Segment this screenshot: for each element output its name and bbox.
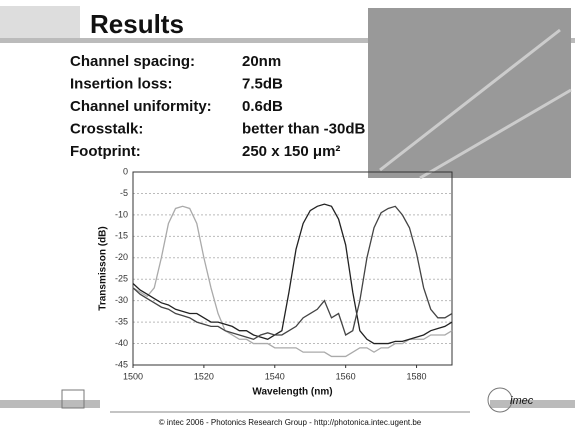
y-tick-label: -40 (115, 338, 128, 348)
y-tick-label: -5 (120, 188, 128, 198)
y-tick-label: -10 (115, 209, 128, 219)
university-logo (61, 389, 85, 409)
imec-logo-ring (487, 387, 513, 413)
title: Results (90, 9, 184, 39)
y-tick-label: -35 (115, 316, 128, 326)
y-tick-label: -45 (115, 359, 128, 369)
data-line (132, 203, 453, 345)
x-tick-label: 1520 (194, 371, 214, 381)
title-decor (0, 6, 80, 38)
photo (368, 8, 571, 178)
y-tick-label: -15 (115, 231, 128, 241)
y-tick-label: -30 (115, 295, 128, 305)
x-tick-label: 1580 (407, 371, 427, 381)
result-label: Footprint: (70, 143, 141, 160)
x-tick-label: 1560 (336, 371, 356, 381)
y-tick-label: -25 (115, 274, 128, 284)
data-line (132, 205, 453, 358)
result-label: Channel uniformity: (70, 98, 212, 115)
result-label: Crosstalk: (70, 120, 143, 137)
plot-frame (132, 171, 453, 366)
y-axis-label: Transmisson (dB) (98, 226, 109, 310)
result-value: 20nm (242, 53, 281, 70)
x-axis-label: Wavelength (nm) (252, 387, 332, 398)
y-tick-label: -20 (115, 252, 128, 262)
photo-detail (379, 28, 572, 180)
y-tick-label: 0 (123, 166, 128, 176)
data-line (132, 205, 453, 340)
result-value: 250 x 150 μm² (242, 143, 340, 160)
result-label: Insertion loss: (70, 75, 173, 92)
result-value: 7.5dB (242, 75, 283, 92)
x-tick-label: 1540 (265, 371, 285, 381)
footer-band-right (490, 400, 575, 408)
footer-band-left (0, 400, 100, 408)
result-value: better than -30dB (242, 120, 366, 137)
result-label: Channel spacing: (70, 53, 195, 70)
x-tick-label: 1500 (123, 371, 143, 381)
title-band (0, 38, 575, 43)
imec-logo: imec (510, 395, 534, 407)
footer-credit: © intec 2006 - Photonics Research Group … (159, 418, 422, 427)
result-value: 0.6dB (242, 98, 283, 115)
